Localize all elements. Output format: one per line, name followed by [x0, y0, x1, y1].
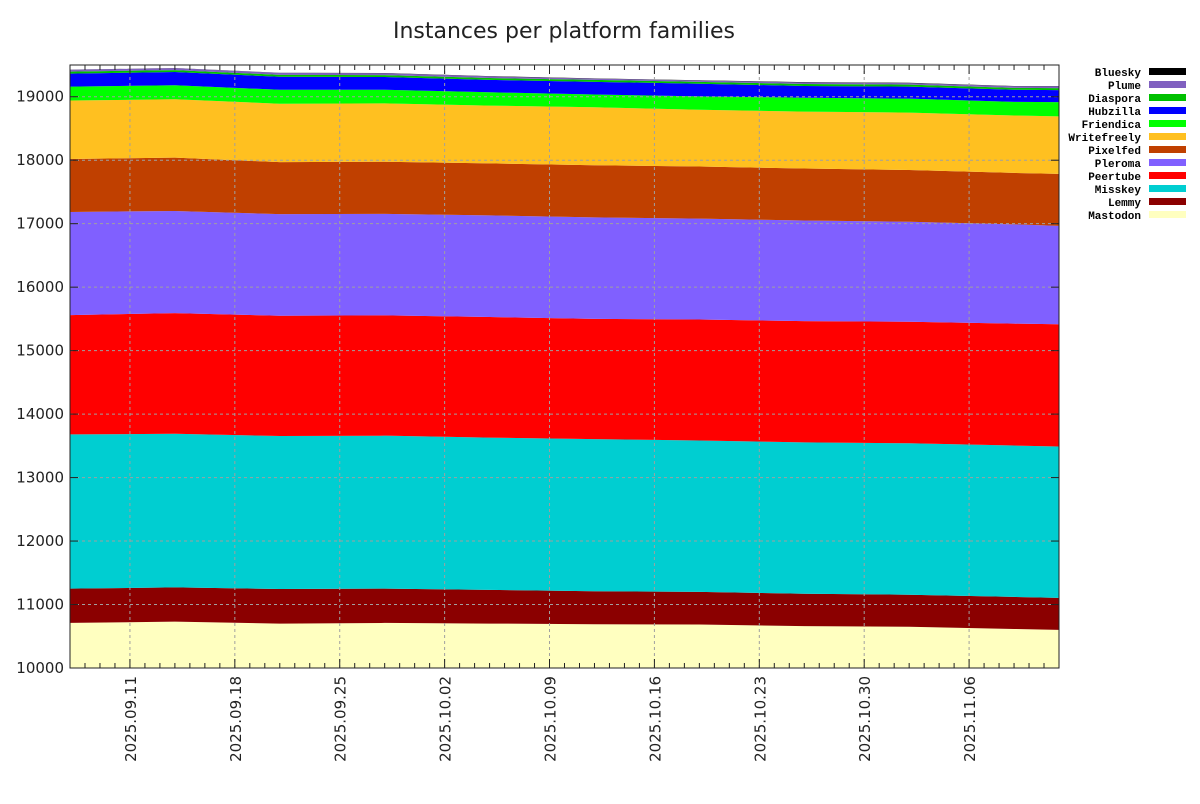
area-mastodon [70, 621, 1059, 668]
y-tick-label: 11000 [16, 596, 64, 614]
legend-swatch-friendica [1149, 120, 1186, 127]
legend-label-pixelfed: Pixelfed [1088, 146, 1141, 158]
y-tick-label: 13000 [16, 469, 64, 487]
x-tick-label: 2025.10.09 [542, 676, 560, 762]
area-diaspora [70, 70, 1059, 91]
x-tick-label: 2025.09.18 [227, 676, 245, 762]
legend-swatch-writefreely [1149, 133, 1186, 140]
area-plume [70, 68, 1059, 89]
area-hubzilla [70, 71, 1059, 103]
y-tick-label: 15000 [16, 342, 64, 360]
legend-swatch-diaspora [1149, 94, 1186, 101]
legend-swatch-mastodon [1149, 211, 1186, 218]
legend-label-hubzilla: Hubzilla [1088, 107, 1141, 119]
y-tick-label: 14000 [16, 405, 64, 423]
legend-label-friendica: Friendica [1082, 120, 1142, 132]
legend-swatch-misskey [1149, 185, 1186, 192]
y-tick-label: 18000 [16, 151, 64, 169]
x-tick-label: 2025.10.16 [646, 676, 664, 762]
x-tick-label: 2025.11.06 [961, 676, 979, 762]
area-friendica [70, 85, 1059, 117]
y-tick-label: 16000 [16, 278, 64, 296]
legend-swatch-plume [1149, 81, 1186, 88]
x-tick-label: 2025.09.25 [332, 676, 350, 762]
area-misskey [70, 433, 1059, 598]
area-writefreely [70, 99, 1059, 174]
legend-swatch-lemmy [1149, 198, 1186, 205]
x-tick-label: 2025.10.30 [856, 676, 874, 762]
x-tick-label: 2025.10.23 [751, 676, 769, 762]
legend-swatch-pleroma [1149, 159, 1186, 166]
legend-label-plume: Plume [1108, 81, 1141, 93]
legend-label-peertube: Peertube [1088, 172, 1141, 184]
axes: 10000 11000 12000 13000 14000 15000 16000 17000… [16, 64, 1060, 762]
grid [70, 65, 1059, 668]
area-peertube [70, 313, 1059, 447]
x-tick-label: 2025.09.11 [122, 676, 140, 762]
legend-label-diaspora: Diaspora [1088, 94, 1141, 106]
legend-label-lemmy: Lemmy [1108, 198, 1141, 210]
areas [70, 67, 1059, 668]
legend-label-misskey: Misskey [1095, 185, 1142, 197]
x-tick-label: 2025.10.02 [437, 676, 455, 762]
area-bluesky [70, 67, 1059, 87]
legend-label-writefreely: Writefreely [1068, 133, 1141, 145]
legend-label-bluesky: Bluesky [1095, 68, 1142, 80]
y-tick-label: 12000 [16, 532, 64, 550]
area-pleroma [70, 210, 1059, 325]
legend-swatch-peertube [1149, 172, 1186, 179]
legend-swatch-pixelfed [1149, 146, 1186, 153]
area-lemmy [70, 587, 1059, 630]
legend: BlueskyPlumeDiasporaHubzillaFriendicaWri… [1068, 68, 1186, 223]
y-tick-label: 10000 [16, 659, 64, 677]
y-tick-label: 19000 [16, 88, 64, 106]
legend-swatch-hubzilla [1149, 107, 1186, 114]
legend-swatch-bluesky [1149, 68, 1186, 75]
area-pixelfed [70, 157, 1059, 226]
legend-label-pleroma: Pleroma [1095, 159, 1142, 171]
y-tick-label: 17000 [16, 215, 64, 233]
legend-label-mastodon: Mastodon [1088, 211, 1141, 223]
chart-title: Instances per platform families [393, 19, 735, 44]
